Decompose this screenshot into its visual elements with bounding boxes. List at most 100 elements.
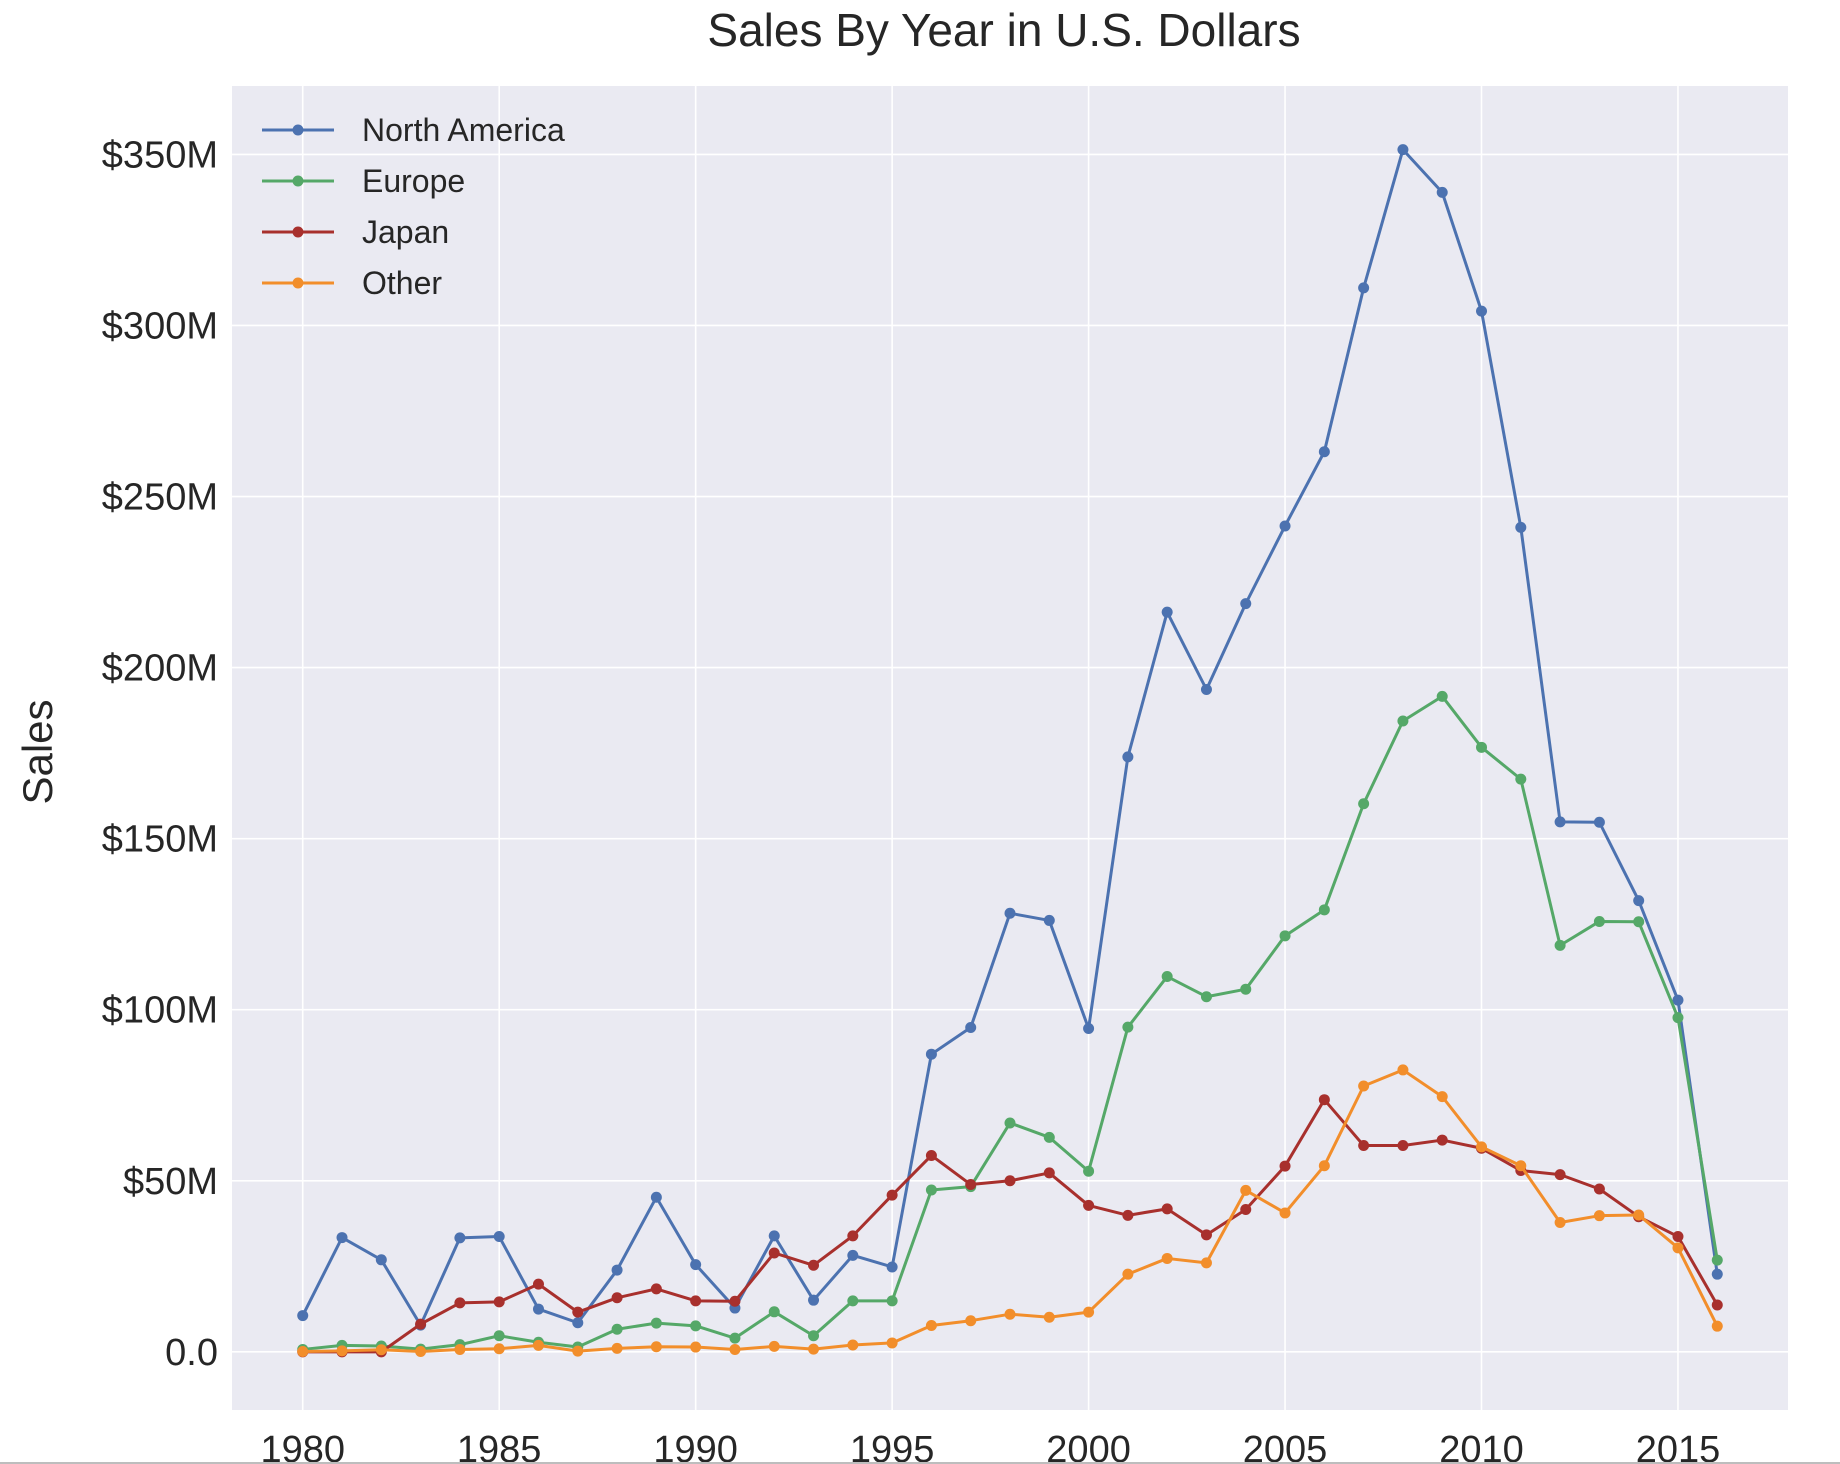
data-point-europe [1161, 971, 1173, 983]
legend-label-other: Other [362, 265, 442, 301]
data-point-other [1358, 1080, 1370, 1092]
y-tick-label: 0.0 [165, 1332, 218, 1374]
data-point-europe [808, 1330, 820, 1342]
data-point-other [690, 1341, 702, 1353]
bottom-divider [0, 1462, 1840, 1464]
x-tick-label: 2015 [1636, 1429, 1721, 1464]
data-point-north-america [1122, 751, 1134, 763]
chart-title: Sales By Year in U.S. Dollars [707, 4, 1300, 56]
data-point-north-america [1554, 816, 1566, 828]
data-point-other [1318, 1160, 1330, 1172]
data-point-europe [1711, 1254, 1723, 1266]
plot-area [232, 86, 1788, 1410]
data-point-other [1279, 1207, 1291, 1219]
data-point-north-america [925, 1048, 937, 1060]
data-point-other [1593, 1210, 1605, 1222]
legend-label-north-america: North America [362, 112, 565, 148]
data-point-europe [1633, 916, 1645, 928]
data-point-other [493, 1343, 505, 1355]
data-point-other [729, 1343, 741, 1355]
data-point-north-america [1200, 683, 1212, 695]
data-point-europe [1515, 773, 1527, 785]
data-point-north-america [1240, 598, 1252, 610]
data-point-north-america [1711, 1268, 1723, 1280]
data-point-north-america [611, 1264, 623, 1276]
data-point-other [768, 1340, 780, 1352]
y-axis-label: Sales [14, 699, 61, 804]
data-point-europe [1397, 715, 1409, 727]
data-point-north-america [375, 1254, 387, 1266]
data-point-other [1672, 1242, 1684, 1254]
legend-marker-north-america [292, 124, 304, 136]
data-point-europe [1200, 991, 1212, 1003]
data-point-europe [1122, 1021, 1134, 1033]
data-point-europe [1436, 690, 1448, 702]
data-point-europe [1476, 741, 1488, 753]
data-point-north-america [1279, 520, 1291, 532]
data-point-japan [1200, 1229, 1212, 1241]
data-point-north-america [532, 1303, 544, 1315]
data-point-north-america [1004, 907, 1016, 919]
y-axis-ticks: 0.0 $50M $100M $150M $200M $250M $300M $350M [102, 134, 218, 1373]
data-point-other [572, 1345, 584, 1357]
data-point-japan [1004, 1175, 1016, 1187]
data-point-japan [1240, 1204, 1252, 1216]
y-tick-label: $250M [102, 477, 218, 519]
data-point-japan [847, 1230, 859, 1242]
y-tick-label: $200M [102, 648, 218, 690]
x-tick-label: 2010 [1439, 1429, 1524, 1464]
data-point-other [847, 1339, 859, 1351]
data-point-north-america [336, 1232, 348, 1244]
data-point-other [965, 1315, 977, 1327]
data-point-europe [1043, 1131, 1055, 1143]
data-point-europe [1593, 915, 1605, 927]
data-point-north-america [1161, 606, 1173, 618]
data-point-japan [1593, 1183, 1605, 1195]
data-point-north-america [1397, 144, 1409, 156]
data-point-japan [1436, 1134, 1448, 1146]
legend-marker-europe [292, 175, 304, 187]
data-point-other [1515, 1160, 1527, 1172]
data-point-japan [1318, 1094, 1330, 1106]
data-point-japan [886, 1189, 898, 1201]
data-point-north-america [493, 1231, 505, 1243]
data-point-other [808, 1343, 820, 1355]
data-point-europe [1672, 1012, 1684, 1024]
data-point-other [1711, 1320, 1723, 1332]
data-point-other [1397, 1064, 1409, 1076]
data-point-other [1476, 1141, 1488, 1153]
data-point-north-america [1043, 914, 1055, 926]
legend-label-europe: Europe [362, 163, 465, 199]
data-point-europe [493, 1330, 505, 1342]
data-point-europe [847, 1295, 859, 1307]
data-point-other [886, 1337, 898, 1349]
y-tick-label: $350M [102, 134, 218, 176]
y-tick-label: $300M [102, 305, 218, 347]
data-point-japan [925, 1149, 937, 1161]
data-point-japan [1161, 1203, 1173, 1215]
data-point-other [1200, 1257, 1212, 1269]
x-tick-label: 1985 [457, 1429, 542, 1464]
data-point-north-america [1672, 994, 1684, 1006]
data-point-other [1122, 1268, 1134, 1280]
data-point-japan [1397, 1140, 1409, 1152]
data-point-europe [690, 1320, 702, 1332]
legend-marker-japan [292, 226, 304, 238]
data-point-japan [493, 1296, 505, 1308]
data-point-europe [768, 1306, 780, 1318]
data-point-japan [454, 1297, 466, 1309]
data-point-japan [1043, 1167, 1055, 1179]
x-tick-label: 1990 [653, 1429, 738, 1464]
data-point-north-america [650, 1191, 662, 1203]
data-point-other [1043, 1311, 1055, 1323]
data-point-japan [1358, 1140, 1370, 1152]
data-point-europe [1279, 930, 1291, 942]
data-point-japan [768, 1247, 780, 1259]
data-point-north-america [1476, 305, 1488, 317]
data-point-north-america [886, 1261, 898, 1273]
data-point-other [611, 1342, 623, 1354]
data-point-japan [729, 1295, 741, 1307]
data-point-north-america [572, 1317, 584, 1329]
data-point-europe [886, 1295, 898, 1307]
